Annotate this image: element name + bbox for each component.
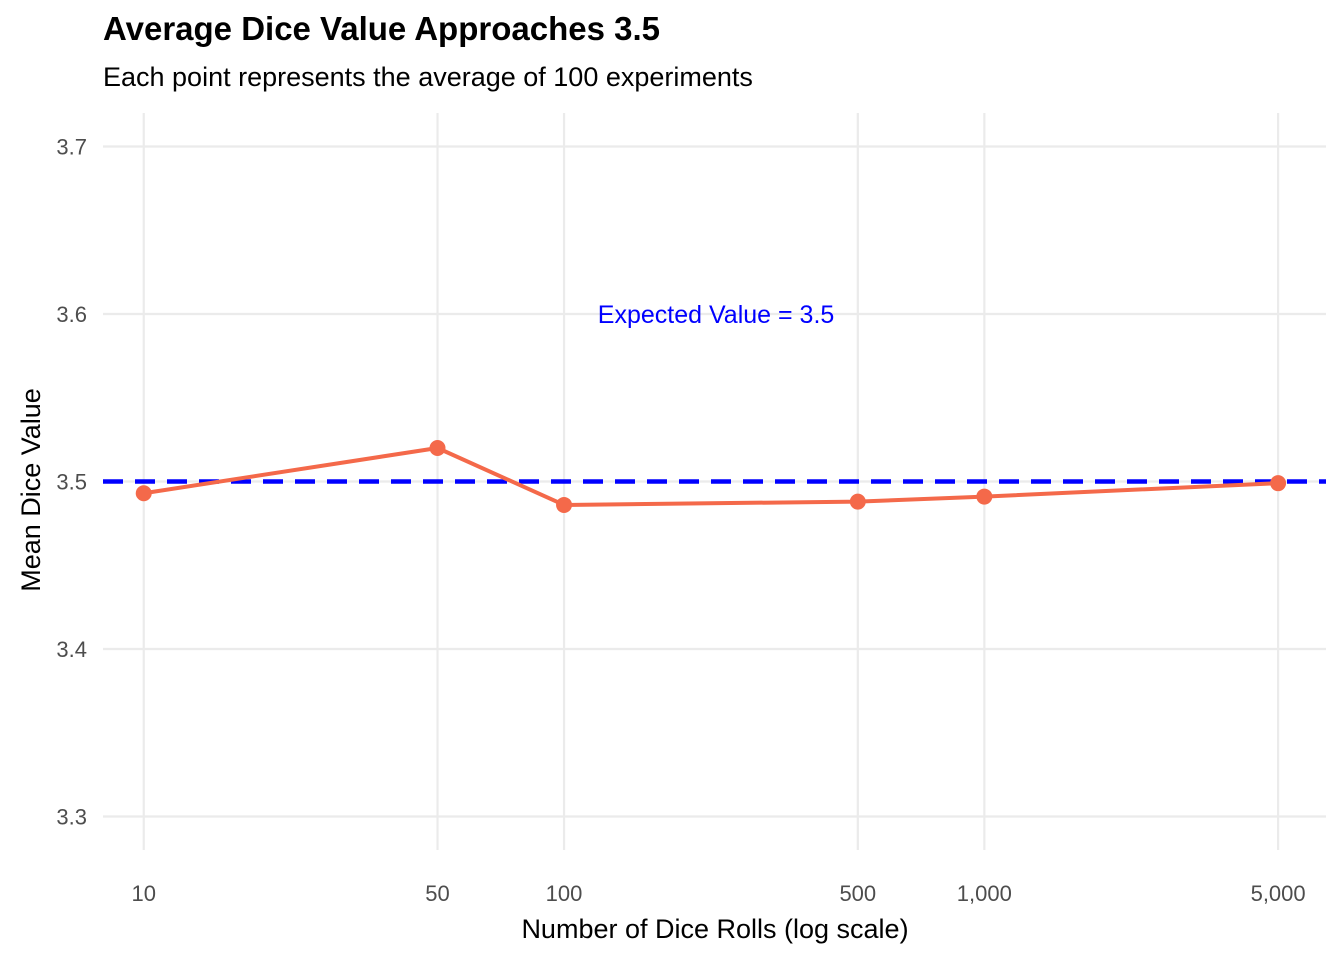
data-point <box>1270 475 1287 492</box>
grid-lines <box>103 113 1326 850</box>
x-tick-labels: 10 50 100 500 1,000 5,000 <box>131 881 1305 906</box>
x-tick-label: 100 <box>546 881 583 906</box>
x-tick-label: 5,000 <box>1251 881 1306 906</box>
x-tick-label: 10 <box>131 881 155 906</box>
y-tick-labels: 3.3 3.4 3.5 3.6 3.7 <box>56 135 87 830</box>
series-line <box>143 446 1279 507</box>
expected-value-annotation: Expected Value = 3.5 <box>598 301 835 329</box>
y-axis-title: Mean Dice Value <box>16 388 46 592</box>
chart-subtitle: Each point represents the average of 100… <box>103 62 753 92</box>
data-point <box>135 485 152 502</box>
series-group <box>135 440 1287 513</box>
x-tick-label: 50 <box>425 881 449 906</box>
y-tick-label: 3.7 <box>56 135 87 160</box>
data-point <box>556 496 573 513</box>
data-point <box>976 488 993 505</box>
y-tick-label: 3.3 <box>56 805 87 830</box>
x-axis-title: Number of Dice Rolls (log scale) <box>521 914 908 944</box>
chart-title: Average Dice Value Approaches 3.5 <box>103 10 660 47</box>
data-point <box>849 493 866 510</box>
y-tick-label: 3.4 <box>56 637 87 662</box>
x-tick-label: 500 <box>839 881 876 906</box>
data-point <box>429 440 446 456</box>
x-tick-label: 1,000 <box>957 881 1012 906</box>
y-tick-label: 3.6 <box>56 302 87 327</box>
y-tick-label: 3.5 <box>56 470 87 495</box>
